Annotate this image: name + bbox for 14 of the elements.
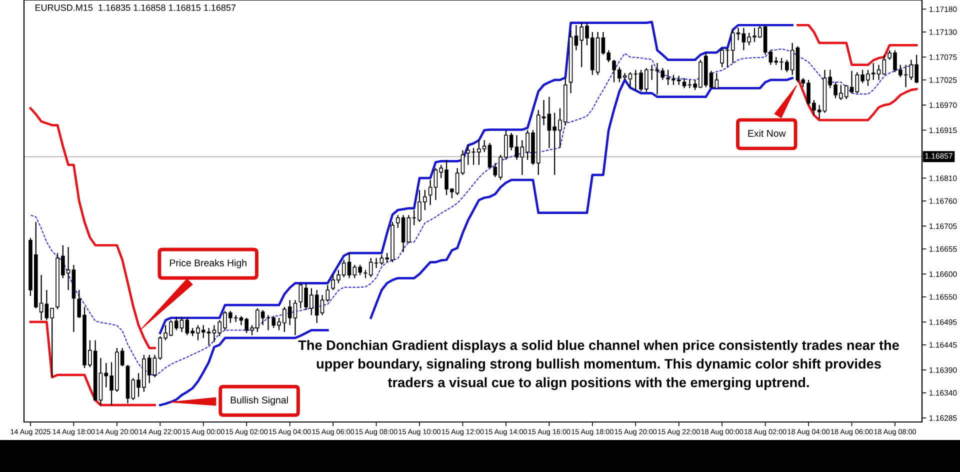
- chart-title: EURUSD.M15 1.16835 1.16858 1.16815 1.16857: [36, 4, 236, 11]
- candlestick: [460, 150, 465, 176]
- annotation: Price Breaks High: [170, 259, 246, 268]
- line-series: [158, 20, 794, 334]
- annotation: Bullish Signal: [230, 396, 288, 406]
- candlestick: [882, 54, 886, 76]
- annotation: Exit Now: [748, 130, 786, 137]
- annotation: The Donchian Gradient displays a solid blue channel when price consistently trades near the upper boundary, signaling strong bullish momentum. This dynamic color shift provides traders a visual cue to align positions with the emerging uptrend.: [298, 340, 899, 390]
- candlestick: [428, 179, 432, 206]
- candlestick: [293, 300, 298, 336]
- candlestick: [714, 72, 719, 89]
- candlestick: [326, 284, 330, 302]
- candlestick: [488, 142, 492, 169]
- candlestick: [682, 78, 686, 89]
